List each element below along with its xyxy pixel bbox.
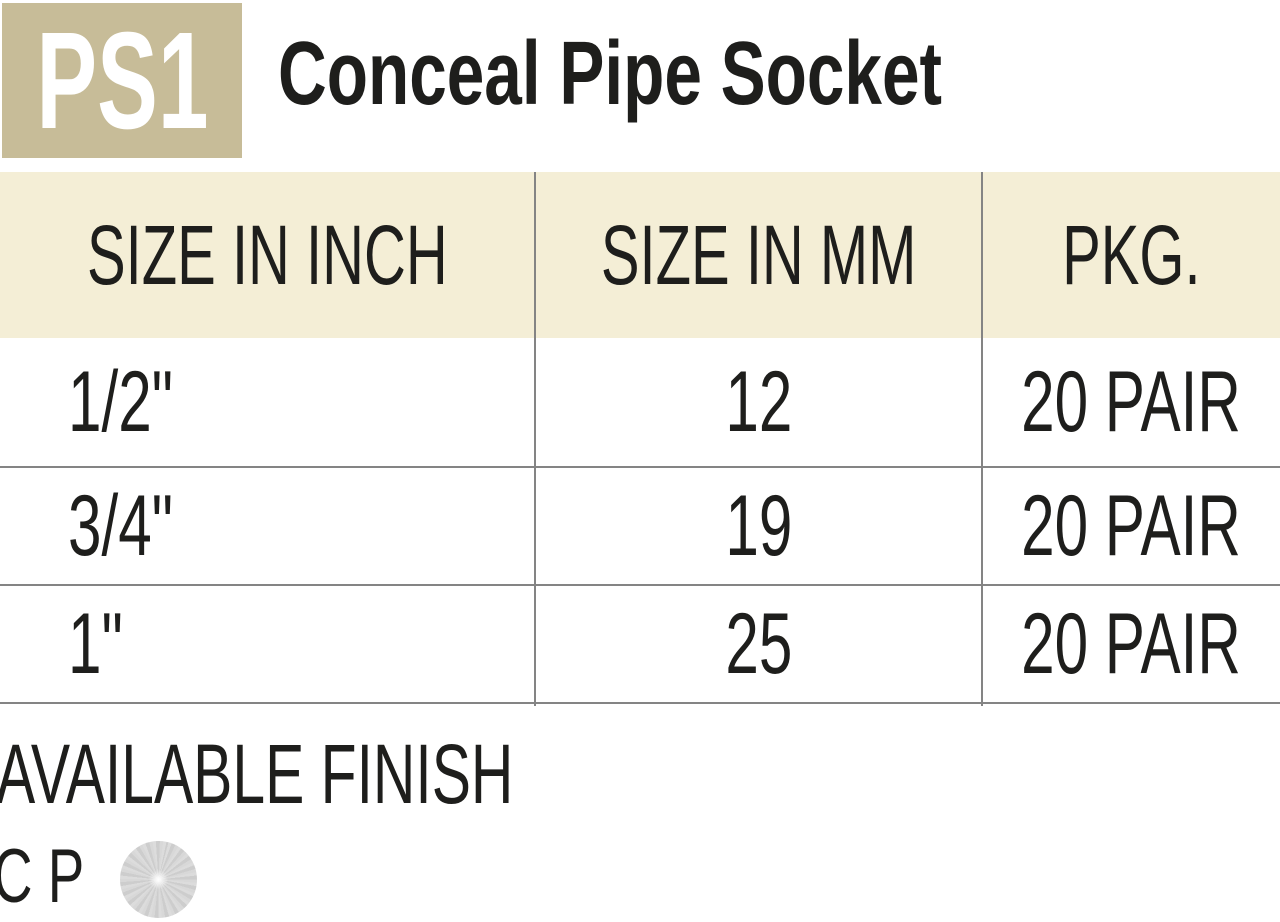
table-row: 1/2" — [0, 338, 535, 466]
size-mm-value: 12 — [725, 354, 792, 450]
pkg-value: 20 PAIR — [1021, 354, 1241, 450]
table-row: 1" — [0, 586, 535, 702]
column-header-label: PKG. — [1061, 208, 1201, 302]
size-mm-value: 25 — [725, 596, 792, 692]
size-mm-value: 19 — [725, 478, 792, 574]
column-divider — [981, 172, 983, 706]
size-inch-value: 3/4" — [68, 478, 174, 574]
available-finish-heading: AVAILABLE FINISH — [0, 732, 735, 816]
column-divider — [534, 172, 536, 706]
product-code: PS1 — [35, 3, 209, 158]
size-inch-value: 1" — [68, 596, 123, 692]
product-code-badge: PS1 — [2, 3, 242, 158]
column-header-size-mm: SIZE IN MM — [535, 172, 982, 338]
chrome-finish-swatch-icon — [120, 841, 197, 918]
finish-code: C P — [0, 839, 120, 915]
row-divider — [0, 466, 1280, 468]
available-finish-label: AVAILABLE FINISH — [0, 727, 514, 821]
table-row: 20 PAIR — [982, 586, 1280, 702]
page-title: Conceal Pipe Socket — [278, 24, 942, 124]
pkg-value: 20 PAIR — [1021, 478, 1241, 574]
table-row: 20 PAIR — [982, 468, 1280, 584]
column-header-label: SIZE IN INCH — [87, 208, 448, 302]
table-header-band — [0, 172, 1280, 338]
pkg-value: 20 PAIR — [1021, 596, 1241, 692]
table-bottom-border — [0, 702, 1280, 704]
column-header-size-inch: SIZE IN INCH — [0, 172, 535, 338]
column-header-pkg: PKG. — [982, 172, 1280, 338]
size-inch-value: 1/2" — [68, 354, 174, 450]
table-row: 3/4" — [0, 468, 535, 584]
column-header-label: SIZE IN MM — [600, 208, 917, 302]
row-divider — [0, 584, 1280, 586]
table-row: 12 — [535, 338, 982, 466]
finish-code-label: C P — [0, 834, 85, 919]
table-row: 20 PAIR — [982, 338, 1280, 466]
table-row: 19 — [535, 468, 982, 584]
table-row: 25 — [535, 586, 982, 702]
